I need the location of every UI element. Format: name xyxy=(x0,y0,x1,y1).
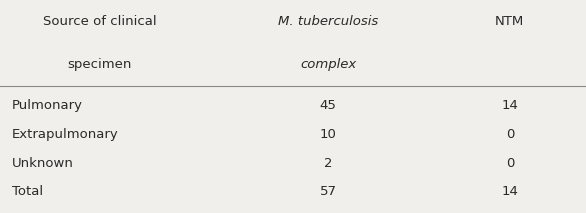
Text: specimen: specimen xyxy=(67,58,132,71)
Text: 0: 0 xyxy=(506,128,514,141)
Text: 2: 2 xyxy=(324,157,332,170)
Text: Source of clinical: Source of clinical xyxy=(43,15,156,28)
Text: Unknown: Unknown xyxy=(12,157,74,170)
Text: 57: 57 xyxy=(319,185,337,198)
Text: 10: 10 xyxy=(320,128,336,141)
Text: Extrapulmonary: Extrapulmonary xyxy=(12,128,118,141)
Text: Pulmonary: Pulmonary xyxy=(12,99,83,112)
Text: 0: 0 xyxy=(506,157,514,170)
Text: M. tuberculosis: M. tuberculosis xyxy=(278,15,379,28)
Text: 14: 14 xyxy=(502,185,518,198)
Text: 14: 14 xyxy=(502,99,518,112)
Text: Total: Total xyxy=(12,185,43,198)
Text: complex: complex xyxy=(300,58,356,71)
Text: NTM: NTM xyxy=(495,15,524,28)
Text: 45: 45 xyxy=(320,99,336,112)
